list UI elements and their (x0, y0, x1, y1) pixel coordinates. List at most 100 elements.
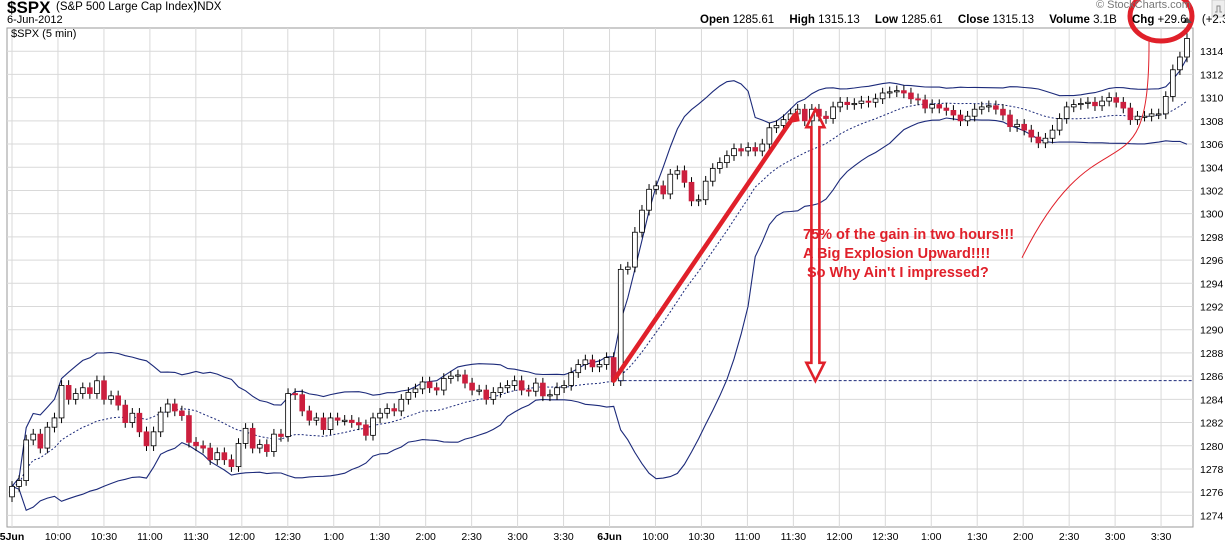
candle (72, 388, 79, 405)
candle-down (1127, 107, 1134, 121)
x-tick-label: 3:00 (1105, 531, 1126, 542)
candle-up (695, 199, 702, 202)
x-tick-label: 10:00 (45, 531, 71, 542)
candle-down (936, 104, 943, 109)
candle (306, 405, 313, 426)
candle-up (271, 433, 277, 452)
candle (207, 442, 213, 465)
candle (632, 227, 638, 273)
scrollbar[interactable] (1211, 0, 1225, 18)
candle (1042, 133, 1049, 149)
candle (702, 175, 709, 205)
candle-up (1063, 106, 1070, 119)
candle (348, 415, 355, 428)
x-tick-label: 6Jun (597, 531, 622, 542)
candle-down (87, 387, 93, 394)
candle-down (1113, 97, 1120, 103)
candle (1063, 101, 1070, 124)
plot-area (6, 27, 1194, 528)
middle-band (11, 100, 1188, 487)
candle-down (228, 459, 235, 468)
x-tick-label: 5Jun (0, 531, 24, 542)
x-tick-label: 3:30 (1151, 531, 1172, 542)
candle-down (65, 385, 72, 400)
candle-up (235, 443, 242, 468)
candle-up (879, 92, 886, 100)
index-name: (S&P 500 Large Cap Index) (56, 1, 198, 13)
candle-up (986, 105, 992, 108)
candle-down (1120, 101, 1127, 109)
x-tick-label: 11:30 (781, 531, 807, 542)
candle (327, 412, 334, 435)
candle-up (1162, 96, 1169, 115)
x-tick-label: 10:30 (91, 531, 117, 542)
candle-down (207, 447, 213, 461)
candle (518, 375, 525, 396)
candle-down (433, 387, 440, 391)
candle (313, 412, 320, 426)
candle (115, 390, 121, 411)
candle (1021, 119, 1028, 136)
candle-down (525, 389, 532, 392)
candle-down (115, 395, 121, 406)
candle (228, 454, 235, 472)
candle (1127, 102, 1134, 125)
candle (235, 438, 242, 472)
candle-up (1134, 115, 1141, 121)
candle-up (285, 393, 291, 437)
x-tick-label: 11:00 (137, 531, 163, 542)
candle (221, 447, 228, 465)
candle (483, 384, 490, 405)
x-tick-label: 12:30 (872, 531, 898, 542)
open-value: 1285.61 (732, 14, 775, 26)
candle (1028, 124, 1035, 143)
candle (51, 412, 58, 433)
candle-up (405, 391, 412, 400)
candle-up (44, 426, 51, 449)
candle-up (1155, 113, 1162, 116)
candle (320, 412, 327, 435)
candle-down (1007, 114, 1013, 128)
candle (179, 405, 185, 421)
candle-up (667, 173, 674, 195)
candle (554, 382, 560, 400)
candle (193, 437, 199, 451)
candle (865, 95, 872, 108)
candle (625, 261, 631, 275)
x-tick-label: 12:00 (229, 531, 255, 542)
trend-arrow (611, 112, 797, 383)
candle (1162, 91, 1169, 120)
candle (1049, 124, 1056, 144)
candle-up (1099, 100, 1105, 107)
candle (462, 369, 468, 389)
candle (1056, 113, 1063, 136)
candle (936, 99, 943, 114)
candle-up (72, 393, 79, 400)
candle (922, 94, 928, 114)
candle (724, 150, 730, 168)
candle-up (759, 143, 766, 152)
candle (448, 370, 454, 384)
y-tick-label: 1276 (1200, 487, 1224, 499)
candle-down (1021, 123, 1028, 131)
candle (738, 143, 744, 157)
x-tick-label: 1:00 (921, 531, 942, 542)
candle-up (971, 108, 978, 117)
chevron-up-icon[interactable] (1182, 17, 1192, 23)
candle (540, 377, 546, 402)
candle-down (426, 381, 433, 389)
candle (384, 403, 390, 419)
x-tick-label: 12:30 (275, 531, 301, 542)
candle (929, 99, 935, 114)
candle (150, 426, 157, 451)
connector-curve (1021, 38, 1150, 258)
candle-up (837, 101, 843, 108)
y-tick-label: 1282 (1200, 418, 1224, 430)
candle (101, 375, 107, 405)
candle (30, 428, 37, 446)
candle-down (823, 115, 829, 119)
candle-up (448, 375, 454, 379)
candle (440, 373, 447, 396)
candle-down (462, 374, 468, 384)
candle (1148, 108, 1155, 122)
